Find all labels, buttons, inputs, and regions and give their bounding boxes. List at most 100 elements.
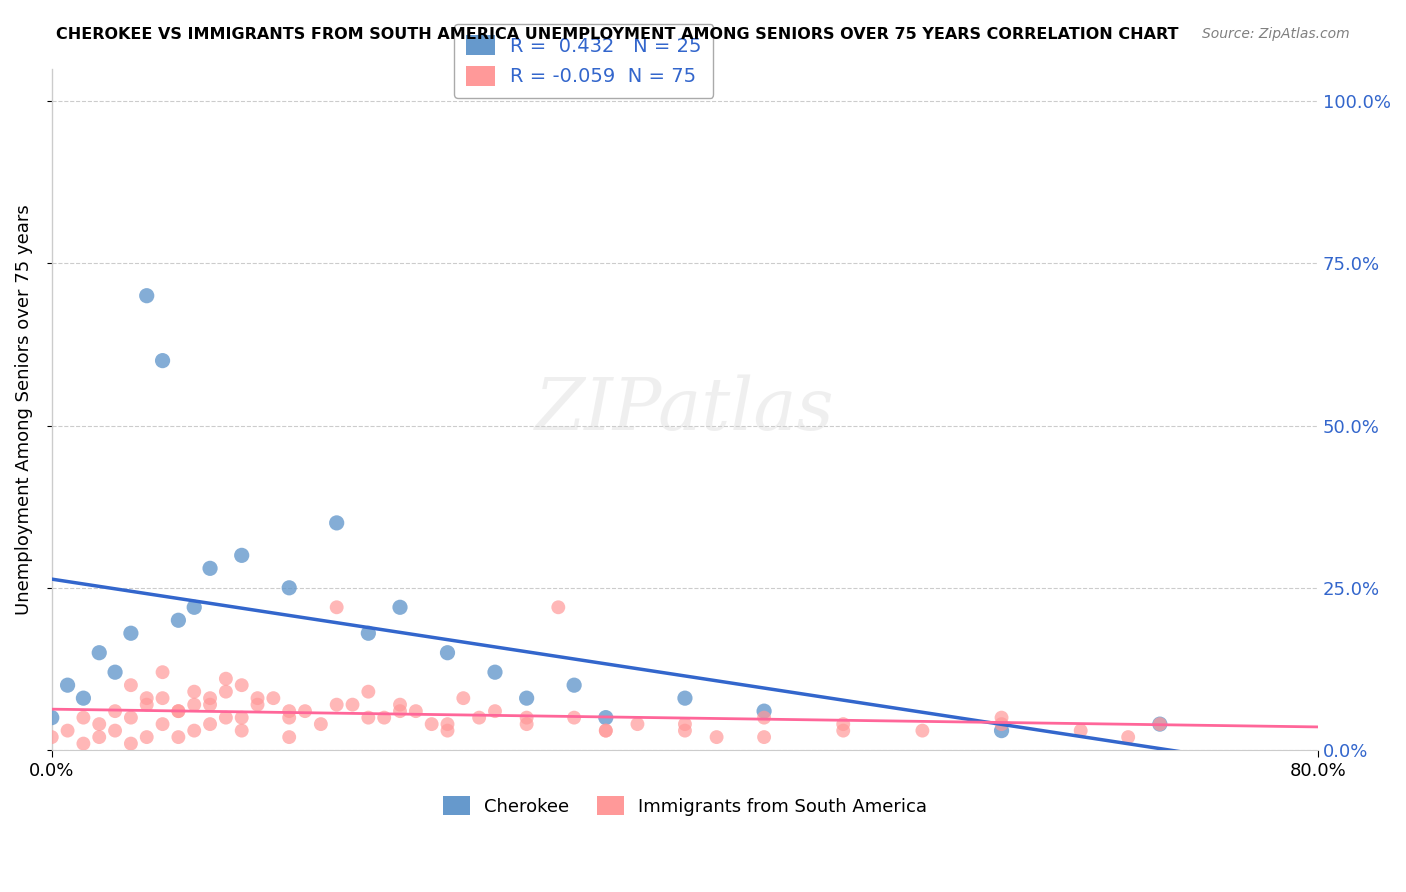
- Point: [41, 711, 63, 725]
- Point: [215, 684, 238, 698]
- Point: [135, 691, 157, 706]
- Point: [436, 646, 458, 660]
- Point: [231, 711, 253, 725]
- Point: [673, 691, 696, 706]
- Point: [1149, 717, 1171, 731]
- Point: [56, 723, 79, 738]
- Point: [357, 626, 380, 640]
- Point: [342, 698, 364, 712]
- Point: [120, 678, 142, 692]
- Point: [990, 717, 1012, 731]
- Point: [89, 730, 111, 744]
- Point: [752, 711, 775, 725]
- Point: [183, 684, 205, 698]
- Point: [484, 665, 506, 680]
- Point: [516, 711, 538, 725]
- Point: [832, 717, 855, 731]
- Point: [516, 717, 538, 731]
- Point: [246, 698, 269, 712]
- Point: [294, 704, 316, 718]
- Text: Source: ZipAtlas.com: Source: ZipAtlas.com: [1202, 27, 1350, 41]
- Point: [911, 723, 934, 738]
- Point: [278, 711, 301, 725]
- Point: [183, 698, 205, 712]
- Point: [325, 600, 347, 615]
- Point: [278, 730, 301, 744]
- Point: [309, 717, 332, 731]
- Point: [104, 723, 127, 738]
- Point: [516, 691, 538, 706]
- Point: [1149, 717, 1171, 731]
- Point: [120, 711, 142, 725]
- Point: [120, 737, 142, 751]
- Point: [152, 691, 174, 706]
- Point: [325, 698, 347, 712]
- Point: [420, 717, 443, 731]
- Point: [388, 698, 411, 712]
- Point: [990, 711, 1012, 725]
- Point: [278, 704, 301, 718]
- Point: [135, 698, 157, 712]
- Point: [135, 289, 157, 303]
- Point: [72, 691, 94, 706]
- Point: [832, 723, 855, 738]
- Point: [167, 730, 190, 744]
- Point: [231, 723, 253, 738]
- Point: [231, 678, 253, 692]
- Point: [436, 723, 458, 738]
- Point: [72, 711, 94, 725]
- Point: [198, 717, 221, 731]
- Point: [135, 730, 157, 744]
- Point: [246, 691, 269, 706]
- Text: ZIPatlas: ZIPatlas: [536, 374, 835, 444]
- Point: [388, 704, 411, 718]
- Point: [41, 730, 63, 744]
- Point: [752, 730, 775, 744]
- Point: [1116, 730, 1139, 744]
- Point: [89, 646, 111, 660]
- Point: [357, 711, 380, 725]
- Point: [104, 665, 127, 680]
- Point: [183, 600, 205, 615]
- Point: [388, 600, 411, 615]
- Point: [231, 549, 253, 563]
- Point: [673, 723, 696, 738]
- Legend: Cherokee, Immigrants from South America: Cherokee, Immigrants from South America: [436, 789, 935, 822]
- Point: [562, 678, 585, 692]
- Point: [152, 717, 174, 731]
- Point: [453, 691, 475, 706]
- Point: [89, 717, 111, 731]
- Point: [104, 704, 127, 718]
- Point: [167, 704, 190, 718]
- Point: [262, 691, 284, 706]
- Point: [152, 665, 174, 680]
- Point: [167, 704, 190, 718]
- Point: [56, 678, 79, 692]
- Point: [215, 672, 238, 686]
- Point: [405, 704, 427, 718]
- Point: [595, 711, 617, 725]
- Point: [278, 581, 301, 595]
- Point: [167, 613, 190, 627]
- Point: [484, 704, 506, 718]
- Point: [468, 711, 491, 725]
- Point: [152, 353, 174, 368]
- Point: [120, 626, 142, 640]
- Point: [198, 698, 221, 712]
- Point: [357, 684, 380, 698]
- Point: [215, 711, 238, 725]
- Point: [706, 730, 728, 744]
- Point: [325, 516, 347, 530]
- Point: [72, 737, 94, 751]
- Text: CHEROKEE VS IMMIGRANTS FROM SOUTH AMERICA UNEMPLOYMENT AMONG SENIORS OVER 75 YEA: CHEROKEE VS IMMIGRANTS FROM SOUTH AMERIC…: [56, 27, 1178, 42]
- Y-axis label: Unemployment Among Seniors over 75 years: Unemployment Among Seniors over 75 years: [15, 204, 32, 615]
- Point: [1070, 723, 1092, 738]
- Point: [673, 717, 696, 731]
- Point: [436, 717, 458, 731]
- Point: [373, 711, 395, 725]
- Point: [562, 711, 585, 725]
- Point: [547, 600, 569, 615]
- Point: [198, 691, 221, 706]
- Point: [626, 717, 648, 731]
- Point: [752, 704, 775, 718]
